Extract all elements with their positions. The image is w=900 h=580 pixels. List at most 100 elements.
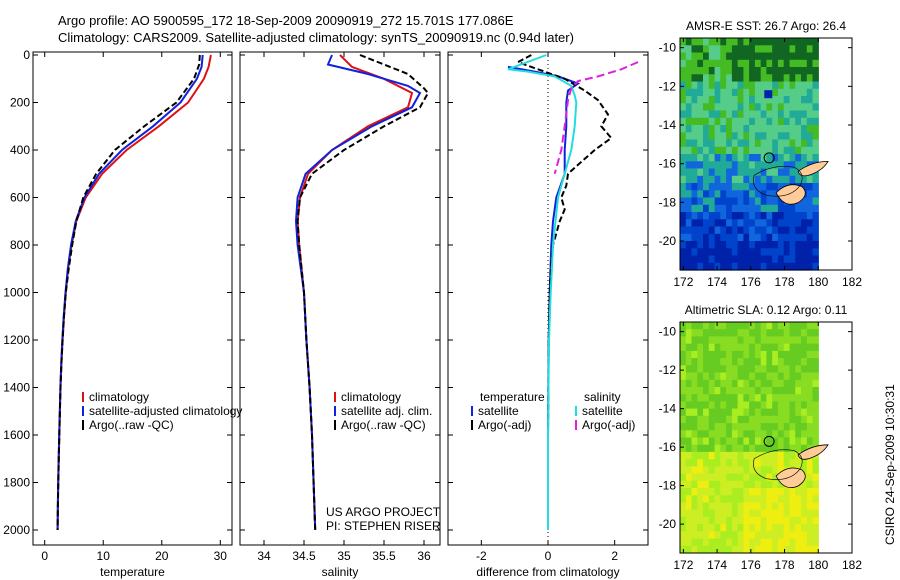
map-cell-1 (812, 516, 819, 525)
map-cell-1 (743, 372, 750, 381)
map-cell-0 (680, 248, 687, 257)
map-cell-1 (714, 322, 721, 330)
map-cell-0 (708, 161, 716, 170)
map-cell-1 (754, 365, 762, 374)
map-x-tick-label-0: 178 (775, 275, 795, 289)
map-cell-1 (743, 343, 750, 352)
map-cell-0 (726, 255, 733, 264)
map-cell-0 (720, 52, 727, 61)
map-cell-1 (697, 524, 704, 532)
map-cell-0 (720, 125, 727, 133)
map-cell-1 (731, 401, 739, 410)
map-cell-0 (737, 204, 744, 213)
map-cell-0 (812, 125, 819, 133)
map-cell-0 (737, 262, 744, 271)
map-cell-1 (789, 459, 796, 467)
map-cell-1 (806, 531, 814, 540)
map-cell-0 (789, 262, 796, 271)
map-cell-0 (754, 197, 762, 206)
map-cell-1 (737, 473, 744, 482)
map-cell-1 (708, 365, 716, 374)
map-cell-0 (731, 226, 739, 235)
map-y-tick-label-0: -14 (659, 118, 677, 132)
map-y-tick-label-1: -10 (659, 325, 677, 339)
map-cell-1 (726, 473, 733, 482)
map-cell-0 (801, 183, 808, 191)
map-cell-0 (812, 45, 819, 54)
map-cell-1 (731, 329, 739, 337)
map-cell-0 (726, 241, 733, 249)
map-cell-0 (760, 52, 768, 61)
map-cell-1 (777, 459, 785, 467)
map-cell-0 (801, 146, 808, 155)
map-cell-1 (766, 379, 773, 388)
map-cell-0 (720, 117, 727, 126)
map-cell-0 (777, 262, 785, 271)
map-cell-1 (754, 451, 762, 460)
map-cell-1 (789, 430, 796, 439)
map-cell-1 (749, 516, 756, 525)
map-cell-1 (801, 444, 808, 453)
map-cell-0 (726, 175, 733, 184)
map-cell-1 (766, 495, 773, 504)
map-x-tick-label-1: 174 (707, 558, 727, 572)
map-cell-0 (806, 74, 814, 83)
map-cell-0 (777, 161, 785, 170)
map-cell-0 (697, 74, 704, 83)
map-cell-1 (685, 387, 693, 395)
map-cell-0 (685, 132, 693, 141)
map-cell-1 (708, 451, 716, 460)
timestamp-note: CSIRO 24-Sep-2009 10:30:31 (883, 384, 897, 545)
map-cell-1 (766, 451, 773, 460)
map-cell-0 (737, 88, 744, 97)
map-cell-0 (801, 226, 808, 235)
map-cell-0 (801, 248, 808, 257)
map-cell-0 (691, 219, 698, 228)
map-cell-0 (777, 255, 785, 264)
map-cell-0 (703, 255, 710, 264)
map-cell-1 (795, 350, 802, 359)
map-cell-0 (737, 226, 744, 235)
map-cell-0 (743, 117, 750, 126)
map-cell-1 (795, 322, 802, 330)
map-cell-0 (783, 103, 791, 112)
map-cell-0 (754, 117, 762, 126)
map-cell-1 (760, 358, 768, 366)
map-cell-0 (737, 67, 744, 75)
map-cell-1 (754, 502, 762, 511)
map-cell-0 (680, 52, 687, 61)
map-cell-1 (703, 423, 710, 431)
map-cell-1 (766, 387, 773, 395)
map-cell-1 (720, 538, 727, 547)
map-cell-1 (801, 350, 808, 359)
map-cell-0 (801, 132, 808, 141)
map-cell-1 (737, 488, 744, 496)
map-cell-0 (731, 67, 739, 75)
map-cell-0 (801, 197, 808, 206)
map-cell-1 (680, 394, 687, 402)
map-cell-1 (697, 502, 704, 511)
map-cell-1 (749, 379, 756, 388)
map-cell-1 (795, 387, 802, 395)
map-cell-1 (777, 430, 785, 439)
map-cell-1 (691, 336, 698, 345)
map-cell-1 (685, 401, 693, 410)
map-cell-1 (749, 358, 756, 366)
map-cell-0 (754, 110, 762, 119)
map-cell-0 (760, 38, 768, 46)
map-cell-0 (703, 38, 710, 46)
map-cell-1 (783, 430, 791, 439)
map-cell-0 (801, 241, 808, 249)
map-cell-0 (737, 132, 744, 141)
map-cell-1 (806, 524, 814, 532)
map-cell-1 (795, 437, 802, 446)
x-axis-label-salinity: salinity (322, 565, 359, 579)
map-cell-0 (806, 154, 814, 162)
map-y-tick-label-0: -16 (659, 157, 677, 171)
map-cell-0 (772, 117, 779, 126)
map-cell-1 (801, 365, 808, 374)
map-cell-1 (795, 408, 802, 417)
map-cell-0 (737, 168, 744, 177)
map-cell-0 (726, 183, 733, 191)
map-cell-0 (777, 212, 785, 220)
